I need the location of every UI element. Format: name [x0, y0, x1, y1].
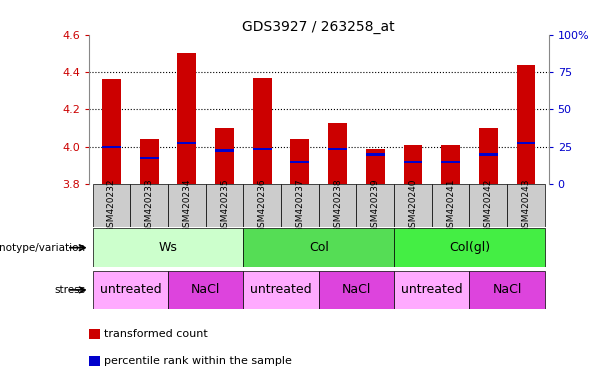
- Bar: [319, 184, 356, 227]
- Bar: [517, 65, 535, 184]
- Text: transformed count: transformed count: [104, 329, 208, 339]
- Bar: [140, 157, 159, 159]
- Text: untreated: untreated: [99, 283, 161, 296]
- Bar: [470, 184, 507, 227]
- Text: NaCl: NaCl: [492, 283, 522, 296]
- Text: untreated: untreated: [401, 283, 463, 296]
- Bar: [291, 139, 310, 184]
- Bar: [366, 153, 385, 156]
- Bar: [177, 53, 196, 184]
- Text: GSM420232: GSM420232: [107, 178, 116, 233]
- Text: GSM420236: GSM420236: [257, 178, 267, 233]
- Text: Col(gl): Col(gl): [449, 241, 490, 254]
- Text: GSM420240: GSM420240: [408, 178, 417, 233]
- Bar: [291, 161, 310, 163]
- Bar: [140, 139, 159, 184]
- Bar: [93, 228, 243, 267]
- Bar: [441, 161, 460, 163]
- Text: Ws: Ws: [159, 241, 177, 254]
- Text: GSM420241: GSM420241: [446, 178, 455, 233]
- Text: untreated: untreated: [250, 283, 312, 296]
- Text: GSM420234: GSM420234: [182, 178, 191, 233]
- Text: GSM420239: GSM420239: [371, 178, 380, 233]
- Text: NaCl: NaCl: [342, 283, 371, 296]
- Bar: [319, 271, 394, 309]
- Bar: [102, 146, 121, 148]
- Bar: [215, 128, 234, 184]
- Bar: [168, 271, 243, 309]
- Bar: [328, 147, 347, 150]
- Text: GSM420238: GSM420238: [333, 178, 342, 233]
- Text: genotype/variation: genotype/variation: [0, 243, 86, 253]
- Bar: [394, 228, 545, 267]
- Bar: [432, 184, 470, 227]
- Text: stress: stress: [55, 285, 86, 295]
- Bar: [177, 142, 196, 144]
- Bar: [93, 184, 131, 227]
- Bar: [215, 149, 234, 152]
- Bar: [253, 147, 272, 150]
- Bar: [253, 78, 272, 184]
- Bar: [394, 271, 470, 309]
- Text: Col: Col: [309, 241, 329, 254]
- Bar: [168, 184, 206, 227]
- Bar: [441, 145, 460, 184]
- Bar: [356, 184, 394, 227]
- Text: GSM420243: GSM420243: [522, 178, 530, 233]
- Bar: [93, 271, 168, 309]
- Text: percentile rank within the sample: percentile rank within the sample: [104, 356, 292, 366]
- Bar: [243, 228, 394, 267]
- Bar: [366, 149, 385, 184]
- Bar: [131, 184, 168, 227]
- Title: GDS3927 / 263258_at: GDS3927 / 263258_at: [243, 20, 395, 33]
- Text: GSM420235: GSM420235: [220, 178, 229, 233]
- Bar: [243, 184, 281, 227]
- Bar: [470, 271, 545, 309]
- Bar: [517, 142, 535, 144]
- Bar: [403, 145, 422, 184]
- Bar: [479, 153, 498, 156]
- Bar: [507, 184, 545, 227]
- Text: GSM420237: GSM420237: [295, 178, 305, 233]
- Bar: [281, 184, 319, 227]
- Bar: [328, 122, 347, 184]
- Bar: [394, 184, 432, 227]
- Bar: [403, 161, 422, 163]
- Text: GSM420242: GSM420242: [484, 178, 493, 233]
- Text: NaCl: NaCl: [191, 283, 221, 296]
- Text: GSM420233: GSM420233: [145, 178, 154, 233]
- Bar: [479, 128, 498, 184]
- Bar: [102, 79, 121, 184]
- Bar: [243, 271, 319, 309]
- Bar: [206, 184, 243, 227]
